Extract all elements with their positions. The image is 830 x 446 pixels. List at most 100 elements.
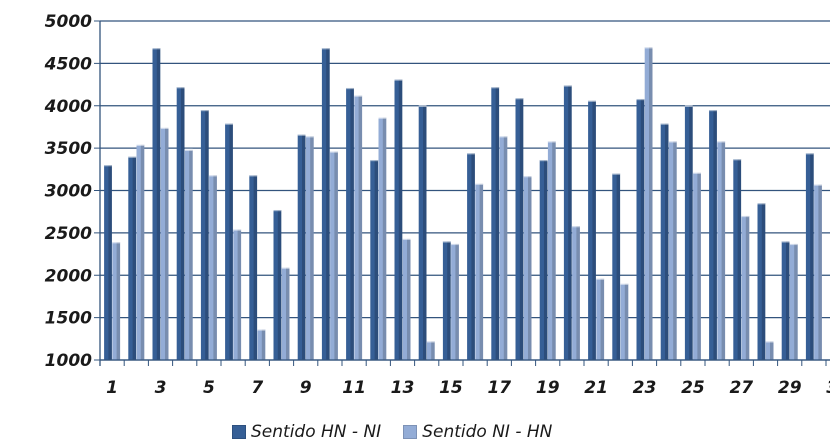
bar-cap-s1-1 bbox=[104, 163, 112, 167]
bar-s2-25 bbox=[693, 172, 701, 360]
bar-s1-9 bbox=[297, 134, 306, 360]
bar-cap-s1-2 bbox=[128, 155, 137, 158]
x-tick-label-27: 27 bbox=[729, 378, 753, 398]
bar-cap-s1-27 bbox=[733, 157, 742, 161]
bar-s2-27 bbox=[741, 215, 750, 360]
bar-cap-s2-10 bbox=[330, 150, 338, 153]
y-tick-label-4500: 4500 bbox=[44, 54, 92, 74]
x-tick-label-9: 9 bbox=[300, 378, 312, 398]
bar-shade-s1-30 bbox=[810, 153, 814, 360]
bar-shade-s2-30 bbox=[818, 184, 822, 360]
bar-shade-s2-4 bbox=[189, 149, 193, 360]
x-tick-label-23: 23 bbox=[633, 378, 657, 398]
bar-s1-24 bbox=[660, 123, 669, 360]
x-tick-label-31: 31 bbox=[826, 378, 830, 398]
bar-s2-15 bbox=[451, 243, 459, 360]
bar-shade-s1-27 bbox=[737, 159, 742, 360]
bar-cap-s1-8 bbox=[273, 208, 282, 212]
bar-s1-29 bbox=[781, 241, 790, 360]
bar-cap-s1-5 bbox=[200, 108, 209, 112]
bar-shade-s1-18 bbox=[519, 98, 524, 360]
bar-cap-s2-29 bbox=[789, 242, 798, 246]
bar-s2-28 bbox=[765, 341, 774, 360]
bar-shade-s2-5 bbox=[213, 175, 217, 360]
bar-s1-18 bbox=[515, 98, 524, 360]
bar-shade-s1-20 bbox=[568, 85, 572, 360]
bar-s2-7 bbox=[257, 329, 266, 360]
bar-cap-s2-8 bbox=[281, 266, 290, 269]
bar-cap-s1-13 bbox=[394, 78, 403, 81]
bar-s1-16 bbox=[467, 153, 475, 360]
x-tick-label-25: 25 bbox=[681, 378, 705, 398]
bar-s1-1 bbox=[104, 165, 112, 360]
x-tick-labels: 135791113151719212325272931 bbox=[106, 378, 830, 398]
bar-s1-30 bbox=[805, 153, 814, 360]
bar-shade-s2-6 bbox=[237, 229, 242, 360]
legend-label-ni-hn: Sentido NI - HN bbox=[422, 422, 553, 442]
bar-shade-s1-29 bbox=[785, 241, 790, 360]
bar-cap-s1-21 bbox=[588, 99, 596, 102]
bar-shade-s1-1 bbox=[108, 165, 112, 360]
bar-s1-4 bbox=[176, 87, 185, 360]
bar-cap-s2-21 bbox=[596, 277, 605, 280]
y-tick-label-3500: 3500 bbox=[45, 139, 92, 159]
bar-cap-s2-11 bbox=[354, 94, 363, 97]
bar-s1-10 bbox=[321, 48, 330, 361]
bar-cap-s1-3 bbox=[152, 46, 161, 50]
bar-s2-16 bbox=[475, 183, 484, 360]
bar-s1-3 bbox=[152, 48, 161, 361]
bar-s2-14 bbox=[426, 341, 435, 360]
y-tick-label-2500: 2500 bbox=[45, 224, 92, 244]
bar-cap-s1-4 bbox=[176, 85, 185, 89]
bar-shade-s1-28 bbox=[761, 203, 766, 360]
bar-s2-11 bbox=[354, 95, 363, 360]
bar-shade-s2-8 bbox=[285, 267, 290, 360]
bar-shade-s2-21 bbox=[600, 278, 605, 360]
y-tick-label-4000: 4000 bbox=[44, 97, 92, 117]
bar-s2-24 bbox=[668, 141, 677, 360]
bar-s2-6 bbox=[233, 229, 242, 360]
bar-shade-s1-25 bbox=[689, 105, 693, 360]
legend: Sentido HN - NI Sentido NI - HN bbox=[232, 422, 574, 442]
x-tick-label-29: 29 bbox=[778, 378, 802, 398]
bar-cap-s1-15 bbox=[442, 240, 451, 243]
bar-shade-s1-17 bbox=[495, 87, 500, 360]
bar-cap-s2-1 bbox=[112, 240, 121, 244]
bar-shade-s1-3 bbox=[156, 48, 161, 361]
bar-s2-3 bbox=[160, 127, 169, 360]
bar-shade-s1-2 bbox=[132, 156, 137, 360]
bar-shade-s1-19 bbox=[543, 159, 548, 360]
bar-cap-s2-20 bbox=[572, 224, 580, 228]
bar-cap-s2-28 bbox=[765, 340, 774, 343]
bar-s1-21 bbox=[588, 100, 596, 360]
bar-cap-s1-18 bbox=[515, 96, 524, 100]
bar-shade-s1-26 bbox=[713, 109, 717, 360]
bar-shade-s1-6 bbox=[229, 123, 233, 360]
legend-swatch-hn-ni bbox=[232, 425, 246, 439]
x-tick-label-15: 15 bbox=[439, 378, 463, 398]
x-tick-label-11: 11 bbox=[342, 378, 366, 398]
bar-shade-s1-13 bbox=[398, 79, 403, 360]
y-tick-label-1500: 1500 bbox=[45, 309, 92, 329]
bar-s1-5 bbox=[200, 109, 209, 360]
bar-s2-13 bbox=[402, 238, 411, 360]
bar-s2-4 bbox=[184, 149, 193, 360]
bar-shade-s2-22 bbox=[624, 283, 629, 360]
bar-s2-19 bbox=[547, 141, 556, 360]
bar-shade-s1-12 bbox=[374, 159, 379, 360]
y-tick-label-2000: 2000 bbox=[45, 266, 92, 286]
y-tick-label-5000: 5000 bbox=[45, 12, 92, 32]
bar-s2-23 bbox=[644, 47, 653, 361]
bar-cap-s1-14 bbox=[418, 104, 427, 107]
bar-shade-s2-18 bbox=[527, 176, 532, 360]
bar-shade-s2-26 bbox=[721, 141, 726, 360]
bar-cap-s1-20 bbox=[563, 84, 572, 87]
legend-item-hn-ni: Sentido HN - NI bbox=[232, 422, 381, 442]
bar-cap-s1-7 bbox=[249, 174, 258, 177]
bar-s1-20 bbox=[563, 85, 572, 360]
bar-s2-1 bbox=[112, 242, 121, 360]
bar-s1-2 bbox=[128, 156, 137, 360]
bar-s2-26 bbox=[717, 141, 726, 360]
bar-shade-s2-24 bbox=[673, 141, 677, 360]
